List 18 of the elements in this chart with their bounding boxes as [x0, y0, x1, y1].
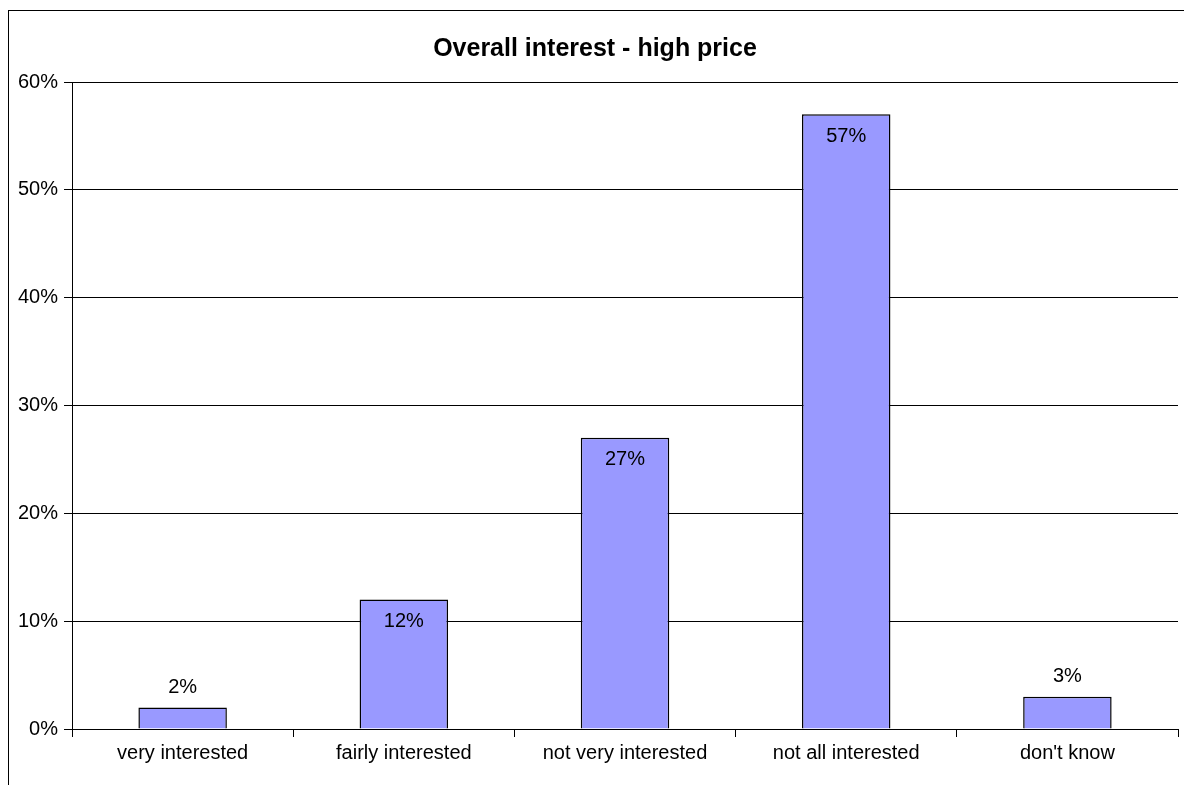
x-tick-label: not very interested	[542, 740, 708, 763]
data-label: 2%	[168, 674, 198, 697]
y-tick-label: 20%	[18, 500, 59, 523]
data-label: 57%	[826, 123, 867, 146]
data-label: 12%	[383, 609, 425, 632]
x-tick-label: very interested	[117, 740, 249, 763]
x-tick-label: fairly interested	[336, 740, 472, 763]
y-tick-label: 40%	[18, 285, 59, 308]
y-tick-label: 60%	[18, 69, 59, 92]
data-label: 3%	[1052, 664, 1083, 687]
chart-title: Overall interest - high price	[433, 32, 757, 61]
data-label: 27%	[605, 447, 646, 470]
x-tick-label: don't know	[1019, 740, 1116, 763]
y-tick-label: 10%	[18, 608, 59, 631]
y-tick-label: 30%	[18, 393, 59, 416]
y-tick-label: 50%	[18, 177, 59, 200]
x-tick-label: not all interested	[772, 740, 920, 763]
y-tick-label: 0%	[29, 716, 59, 739]
